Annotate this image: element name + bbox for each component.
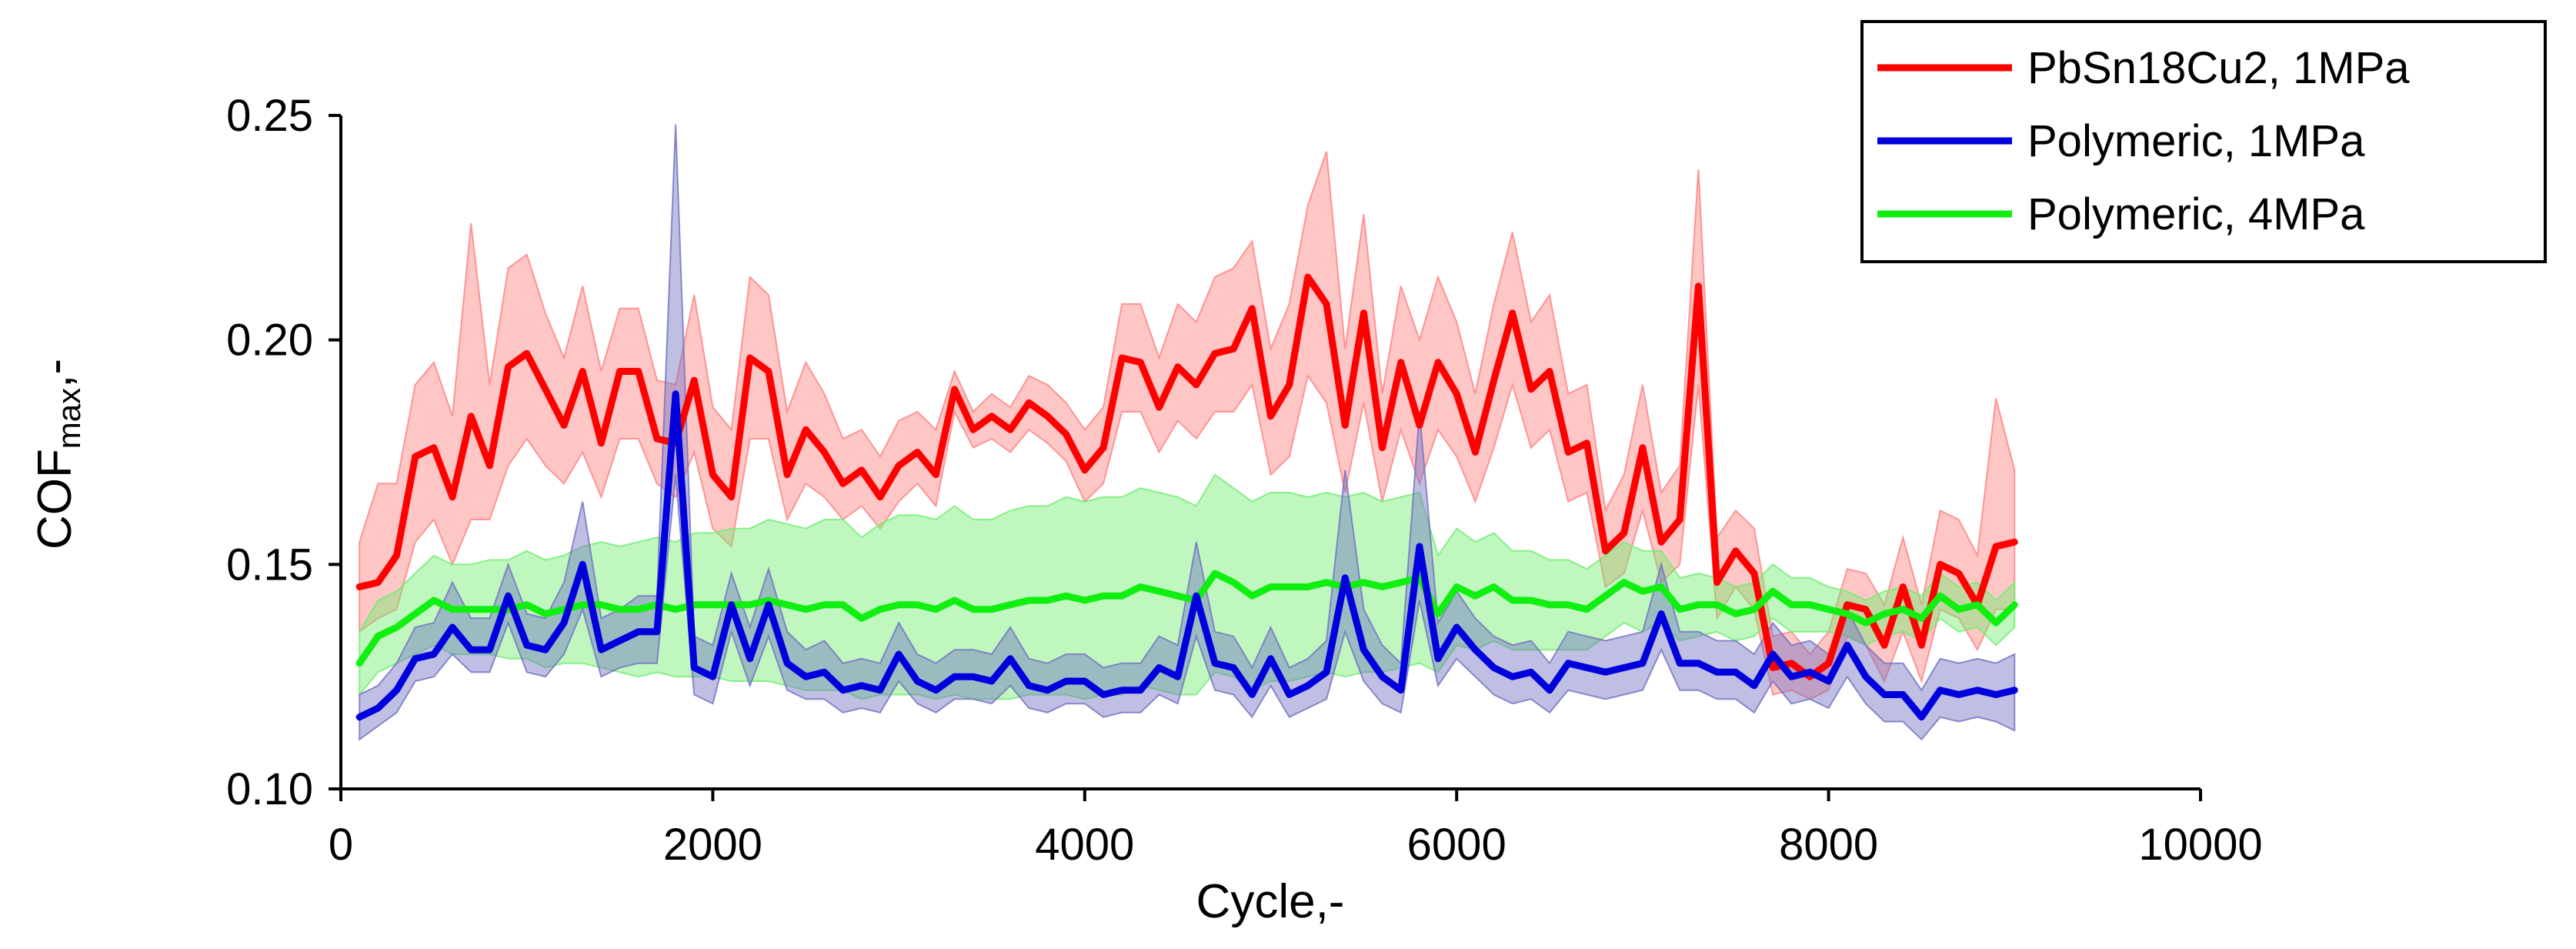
x-tick-label: 6000 [1407,820,1507,870]
series-line-0 [355,273,2018,680]
band-2 [359,473,2016,700]
y-axis-title-suffix: ,- [28,359,82,388]
y-tick-label: 0.10 [226,764,313,814]
y-tick-label: 0.20 [226,316,313,366]
x-tick-label: 2000 [663,820,762,870]
legend-label: PbSn18Cu2, 1MPa [2027,43,2410,93]
legend-label: Polymeric, 1MPa [2027,116,2365,166]
x-axis-title: Cycle,- [1196,875,1345,928]
x-tick-label: 10000 [2138,820,2262,870]
y-axis-title-main: COF [28,449,82,550]
x-ticks: 0 2000 4000 6000 8000 10000 [329,789,2263,870]
x-tick-label: 4000 [1035,820,1134,870]
x-tick-label: 8000 [1779,820,1878,870]
y-tick-label: 0.15 [226,540,313,590]
y-tick-label: 0.25 [226,91,313,141]
x-tick-label: 0 [329,820,353,870]
y-axis-title-sub: max [51,388,87,449]
series-lines [355,273,2018,721]
legend: PbSn18Cu2, 1MPa Polymeric, 1MPa Polymeric,… [1860,20,2547,263]
y-ticks: 0.10 0.15 0.20 0.25 [226,91,341,814]
band-1 [359,124,2016,741]
series-line-1 [355,390,2018,721]
legend-label: Polymeric, 4MPa [2027,189,2365,239]
y-axis-title: COFmax,- [28,359,87,550]
series-line-2 [355,570,2018,667]
